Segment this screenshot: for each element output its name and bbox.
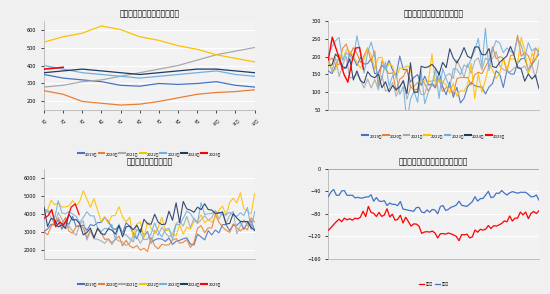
Legend: 2019年, 2020年, 2021年, 2022年, 2023年, 2024年, 2025年: 2019年, 2020年, 2021年, 2022年, 2023年, 2024年… [76, 280, 222, 288]
进口量 [536, 209, 542, 213]
Title: 中国丙烷月度进口量（万吨）: 中国丙烷月度进口量（万吨） [404, 9, 464, 19]
出口量 [434, 212, 441, 216]
出口量 [456, 199, 463, 203]
出口量 [474, 199, 481, 203]
Title: 中国石油气对外贸易差额（万吨）: 中国石油气对外贸易差额（万吨） [399, 158, 469, 167]
Line: 出口量: 出口量 [328, 190, 539, 214]
Legend: 进口量, 出口量: 进口量, 出口量 [417, 280, 450, 288]
进口量 [458, 233, 465, 236]
Legend: 2019年, 2020年, 2021年, 2022年, 2023年, 2024年, 2025年: 2019年, 2020年, 2021年, 2022年, 2023年, 2024年… [361, 132, 507, 139]
出口量 [466, 202, 473, 206]
Title: 中国丙烷进口价格走势（月）: 中国丙烷进口价格走势（月） [119, 9, 179, 19]
出口量 [325, 195, 332, 198]
进口量 [365, 205, 372, 208]
Line: 进口量: 进口量 [328, 206, 539, 241]
进口量 [421, 230, 428, 234]
进口量 [517, 210, 524, 214]
出口量 [331, 188, 337, 191]
出口量 [421, 211, 428, 215]
进口量 [466, 236, 473, 240]
进口量 [456, 239, 463, 243]
进口量 [474, 230, 481, 234]
出口量 [536, 198, 542, 202]
Legend: 2019年, 2020年, 2021年, 2022年, 2023年, 2024年, 2025年: 2019年, 2020年, 2021年, 2022年, 2023年, 2024年… [76, 150, 222, 157]
Title: 国内丙烷价格（月均）: 国内丙烷价格（月均） [126, 158, 173, 167]
出口量 [458, 203, 465, 207]
出口量 [517, 191, 524, 194]
进口量 [325, 228, 332, 232]
进口量 [453, 235, 460, 238]
